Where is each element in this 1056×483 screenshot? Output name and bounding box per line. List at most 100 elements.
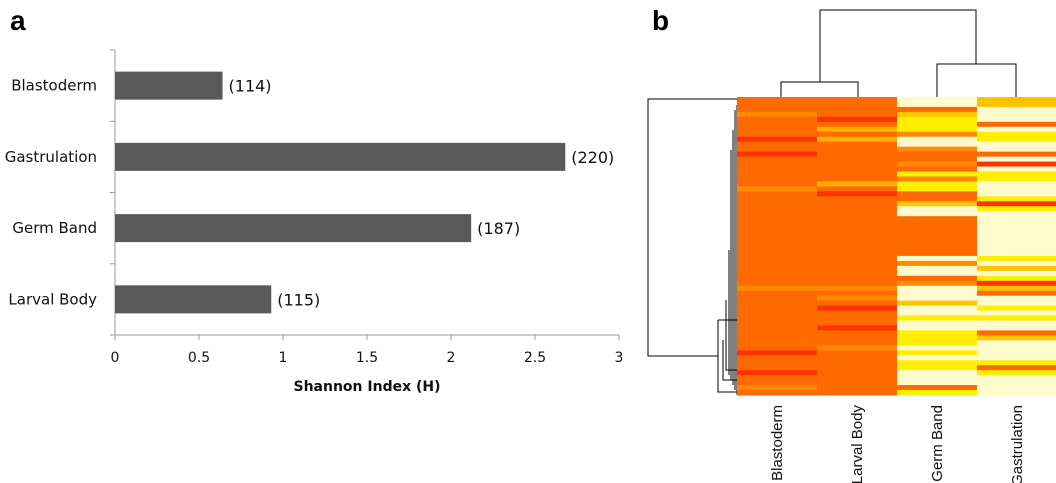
heatmap-cell-blastoderm <box>737 305 818 312</box>
heatmap-cell-gastrulation <box>977 325 1056 331</box>
heatmap-cell-gastrulation <box>977 186 1056 192</box>
heatmap-cell-gastrulation <box>977 97 1056 103</box>
heatmap-cell-gastrulation <box>977 340 1056 346</box>
heatmap-cell-larval-body <box>817 141 898 148</box>
heatmap-cell-germ-band <box>897 101 978 108</box>
heatmap-cell-blastoderm <box>737 231 818 237</box>
heatmap-cell-germ-band <box>897 236 978 242</box>
heatmap-cell-blastoderm <box>737 310 818 317</box>
bar-blastoderm <box>115 71 223 100</box>
heatmap-cell-larval-body <box>817 241 898 247</box>
heatmap-cell-germ-band <box>897 270 978 277</box>
data-label-larval-body: (115) <box>277 290 320 309</box>
heatmap-cell-blastoderm <box>737 280 818 287</box>
heatmap-cell-larval-body <box>817 350 898 356</box>
dendro-left-branches <box>728 105 738 395</box>
heatmap-cell-germ-band <box>897 260 978 267</box>
heatmap-cell-germ-band <box>897 380 978 386</box>
heatmap-cell-blastoderm <box>737 265 818 272</box>
dendro-left-root <box>647 98 737 357</box>
heatmap-cell-germ-band <box>897 330 978 336</box>
heatmap-cell-blastoderm <box>737 116 818 123</box>
heatmap-cell-gastrulation <box>977 320 1056 326</box>
bars: Blastoderm (114) Gastrulation (220) Germ Ban… <box>5 71 614 314</box>
heatmap-cell-larval-body <box>817 111 898 118</box>
heatmap <box>737 97 1056 396</box>
heatmap-cell-blastoderm <box>737 111 818 118</box>
heatmap-cell-larval-body <box>817 126 898 133</box>
heatmap-cell-germ-band <box>897 196 978 202</box>
heatmap-cell-germ-band <box>897 221 978 227</box>
heatmap-cell-germ-band <box>897 375 978 381</box>
heatmap-cell-larval-body <box>817 270 898 277</box>
heatmap-cell-larval-body <box>817 236 898 242</box>
heatmap-cell-germ-band <box>897 320 978 326</box>
heatmap-cell-blastoderm <box>737 315 818 321</box>
heatmap-cell-blastoderm <box>737 121 818 128</box>
heatmap-cell-gastrulation <box>977 300 1056 307</box>
heatmap-cell-blastoderm <box>737 221 818 227</box>
category-label-blastoderm: Blastoderm <box>11 77 97 95</box>
heatmap-cell-larval-body <box>817 260 898 267</box>
heatmap-cell-blastoderm <box>737 206 818 212</box>
x-tick-label: 2.5 <box>524 350 546 366</box>
heatmap-cell-gastrulation <box>977 236 1056 242</box>
heatmap-cell-blastoderm <box>737 146 818 153</box>
heatmap-cell-blastoderm <box>737 201 818 207</box>
heatmap-cell-larval-body <box>817 216 898 222</box>
dendro-link-blastoderm-larval <box>780 81 859 97</box>
heatmap-cell-larval-body <box>817 226 898 232</box>
left-dendrogram <box>647 98 738 395</box>
heatmap-cell-blastoderm <box>737 166 818 172</box>
dendro-root-link <box>819 9 977 82</box>
heatmap-cell-larval-body <box>817 340 898 346</box>
heatmap-cell-larval-body <box>817 330 898 336</box>
category-label-larval-body: Larval Body <box>8 290 97 308</box>
heatmap-cell-gastrulation <box>977 375 1056 381</box>
heatmap-cell-germ-band <box>897 226 978 232</box>
heatmap-cell-larval-body <box>817 290 898 297</box>
heatmap-cell-gastrulation <box>977 370 1056 376</box>
heatmap-cell-germ-band <box>897 156 978 163</box>
heatmap-cell-blastoderm <box>737 275 818 282</box>
heatmap-cell-germ-band <box>897 186 978 192</box>
heatmap-cell-germ-band <box>897 206 978 212</box>
x-tick-label: 1.5 <box>356 350 378 366</box>
heatmap-cell-gastrulation <box>977 335 1056 341</box>
heatmap-cell-larval-body <box>817 285 898 292</box>
heatmap-cell-gastrulation <box>977 191 1056 197</box>
heatmap-cell-germ-band <box>897 255 978 262</box>
heatmap-cell-germ-band <box>897 201 978 207</box>
heatmap-cell-gastrulation <box>977 101 1056 108</box>
heatmap-cell-larval-body <box>817 255 898 262</box>
heatmap-cell-larval-body <box>817 181 898 187</box>
heatmap-cell-larval-body <box>817 156 898 163</box>
heatmap-cell-germ-band <box>897 146 978 153</box>
heatmap-cell-blastoderm <box>737 106 818 113</box>
bar-gastrulation <box>115 142 566 171</box>
heatmap-cell-larval-body <box>817 186 898 192</box>
heatmap-cell-germ-band <box>897 360 978 366</box>
heatmap-cell-germ-band <box>897 111 978 118</box>
heatmap-cell-blastoderm <box>737 260 818 267</box>
heatmap-cell-blastoderm <box>737 380 818 386</box>
heatmap-cell-blastoderm <box>737 290 818 297</box>
heatmap-cell-blastoderm <box>737 270 818 277</box>
heatmap-cell-gastrulation <box>977 136 1056 143</box>
heatmap-cell-gastrulation <box>977 390 1056 396</box>
heatmap-cell-gastrulation <box>977 350 1056 356</box>
heatmap-cell-gastrulation <box>977 255 1056 262</box>
heatmap-cell-blastoderm <box>737 246 818 252</box>
heatmap-cell-larval-body <box>817 390 898 396</box>
data-label-germ-band: (187) <box>477 219 520 238</box>
heatmap-cell-blastoderm <box>737 241 818 247</box>
heatmap-cell-larval-body <box>817 345 898 351</box>
heatmap-cell-larval-body <box>817 385 898 391</box>
heatmap-cell-gastrulation <box>977 385 1056 391</box>
heatmap-cell-germ-band <box>897 310 978 317</box>
heatmap-cell-larval-body <box>817 116 898 123</box>
heatmap-cell-gastrulation <box>977 285 1056 292</box>
heatmap-cell-blastoderm <box>737 345 818 351</box>
heatmap-cell-blastoderm <box>737 355 818 361</box>
